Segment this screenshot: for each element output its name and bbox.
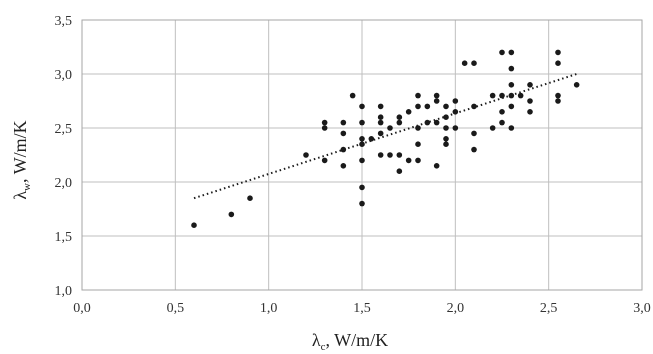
data-point [452, 109, 459, 115]
data-point [508, 125, 515, 131]
data-point [555, 49, 561, 56]
data-point [527, 98, 533, 104]
data-point [377, 130, 384, 137]
data-point [433, 163, 440, 169]
data-point [415, 125, 421, 131]
y-axis-title: λw, W/m/K [10, 120, 33, 199]
data-point [321, 157, 328, 164]
data-point [433, 92, 440, 99]
data-point [508, 82, 515, 88]
trendline [193, 73, 577, 200]
y-tick-label: 1,0 [55, 284, 73, 299]
x-tick-label: 1,0 [260, 301, 278, 316]
data-point [443, 141, 449, 147]
data-point [377, 119, 384, 126]
data-point [359, 136, 365, 142]
y-axis-ticks: 1,0 1,5 2,0 2,5 3,0 3,5 [55, 14, 73, 299]
data-point [433, 119, 440, 126]
data-point [471, 130, 477, 137]
data-point [415, 92, 421, 99]
data-point [555, 98, 561, 104]
data-point [443, 103, 449, 110]
data-point [555, 92, 561, 99]
data-point [387, 152, 393, 158]
data-point [191, 222, 197, 228]
plot-frame [81, 19, 643, 291]
data-point [527, 82, 533, 88]
y-tick-label: 2,5 [55, 122, 73, 137]
y-tick-label: 2,0 [55, 176, 73, 191]
data-point [499, 119, 505, 126]
data-point [527, 109, 533, 115]
data-point [415, 141, 421, 147]
y-tick-label: 3,5 [55, 14, 73, 29]
data-point [340, 119, 347, 126]
y-tick-label: 1,5 [55, 230, 73, 245]
data-point [349, 92, 356, 99]
x-tick-label: 3,0 [633, 301, 651, 316]
x-axis-ticks: 0,0 0,5 1,0 1,5 2,0 2,5 3,0 [73, 301, 651, 316]
data-point [471, 60, 477, 66]
data-point [396, 119, 403, 126]
data-point [340, 163, 347, 169]
data-point [452, 125, 459, 131]
data-point [387, 125, 393, 131]
data-point [452, 98, 459, 104]
data-point [247, 195, 253, 201]
data-point [461, 60, 468, 66]
data-point [443, 136, 449, 142]
data-point [415, 103, 421, 110]
data-point [377, 103, 384, 110]
data-points [191, 49, 580, 228]
data-point [508, 103, 515, 110]
data-point [359, 119, 365, 126]
data-point [499, 109, 505, 115]
x-tick-label: 2,0 [447, 301, 465, 316]
x-axis-title: λc, W/m/K [312, 330, 388, 353]
data-point [508, 65, 515, 72]
data-point [424, 103, 431, 110]
data-point [433, 98, 440, 104]
data-point [489, 125, 496, 131]
data-point [396, 114, 403, 120]
data-point [471, 146, 477, 153]
x-tick-label: 0,5 [167, 301, 185, 316]
data-point [424, 119, 431, 126]
data-point [368, 136, 375, 142]
data-point [340, 130, 347, 137]
data-point [321, 125, 328, 131]
data-point [499, 92, 505, 99]
data-point [228, 211, 235, 218]
data-point [405, 109, 412, 115]
data-point [405, 157, 412, 164]
data-point [377, 114, 384, 120]
x-tick-label: 0,0 [73, 301, 91, 316]
data-point [359, 200, 365, 207]
data-point [321, 119, 328, 126]
data-point [340, 146, 347, 153]
data-point [471, 103, 477, 110]
data-point [508, 49, 515, 56]
data-point [359, 157, 365, 164]
data-point [443, 125, 449, 131]
data-point [555, 60, 561, 66]
x-tick-label: 2,5 [540, 301, 558, 316]
data-point [359, 141, 365, 147]
data-point [396, 168, 403, 174]
data-point [517, 92, 524, 99]
data-point [359, 184, 365, 191]
data-point [303, 152, 309, 158]
data-point [377, 152, 384, 158]
data-point [508, 92, 515, 99]
data-point [359, 103, 365, 110]
data-point [415, 157, 421, 164]
data-point [489, 92, 496, 99]
y-tick-label: 3,0 [55, 68, 73, 83]
data-point [443, 114, 449, 120]
x-tick-label: 1,5 [353, 301, 371, 316]
data-point [396, 152, 403, 158]
data-point [499, 49, 505, 56]
data-point [573, 82, 580, 88]
